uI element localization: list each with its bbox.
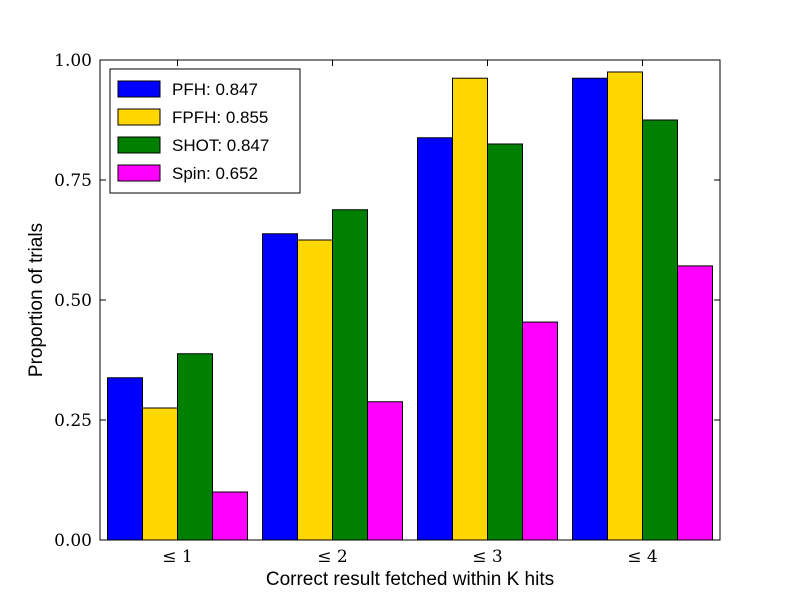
y-tick-label-1: 0.25: [54, 411, 92, 431]
bar-2-2: [487, 143, 523, 541]
bar-2-0: [177, 353, 213, 541]
y-tick-label-3: 0.75: [54, 171, 92, 191]
bar-1-0: [142, 407, 178, 541]
bar-0-2: [417, 137, 453, 541]
bar-3-3: [677, 265, 713, 541]
x-tick-label-2: ≤ 3: [472, 547, 502, 567]
x-tick-label-1: ≤ 2: [317, 547, 347, 567]
x-tick-label-3: ≤ 4: [627, 547, 657, 567]
bar-2-1: [332, 209, 368, 541]
y-tick-label-4: 1.00: [54, 51, 92, 71]
x-axis-label: Correct result fetched within K hits: [266, 569, 554, 590]
y-tick-label-2: 0.50: [54, 291, 92, 311]
bar-3-1: [367, 401, 403, 541]
x-axis: ≤ 1 ≤ 2 ≤ 3 ≤ 4: [162, 60, 658, 567]
bars-layer: [107, 71, 713, 541]
bar-0-0: [107, 377, 143, 541]
legend-label-3: Spin: 0.652: [172, 164, 258, 183]
bar-1-3: [607, 71, 643, 541]
bar-0-3: [572, 77, 608, 541]
legend-label-1: FPFH: 0.855: [172, 108, 268, 127]
legend: PFH: 0.847 FPFH: 0.855 SHOT: 0.847 Spin: 0.…: [109, 68, 301, 194]
x-tick-label-0: ≤ 1: [162, 547, 192, 567]
bar-1-2: [452, 77, 488, 541]
legend-label-2: SHOT: 0.847: [172, 136, 269, 155]
legend-swatch-0: [117, 80, 161, 98]
legend-swatch-3: [117, 164, 161, 182]
bar-3-2: [522, 321, 558, 541]
bar-0-1: [262, 233, 298, 541]
y-tick-label-0: 0.00: [54, 531, 92, 551]
y-axis-label: Proportion of trials: [26, 223, 47, 377]
legend-swatch-1: [117, 108, 161, 126]
bar-2-3: [642, 119, 678, 541]
bar-3-0: [212, 491, 248, 541]
y-axis: 0.00 0.25 0.50 0.75 1.00: [54, 51, 720, 551]
bar-1-1: [297, 239, 333, 541]
legend-swatch-2: [117, 136, 161, 154]
legend-label-0: PFH: 0.847: [172, 80, 258, 99]
